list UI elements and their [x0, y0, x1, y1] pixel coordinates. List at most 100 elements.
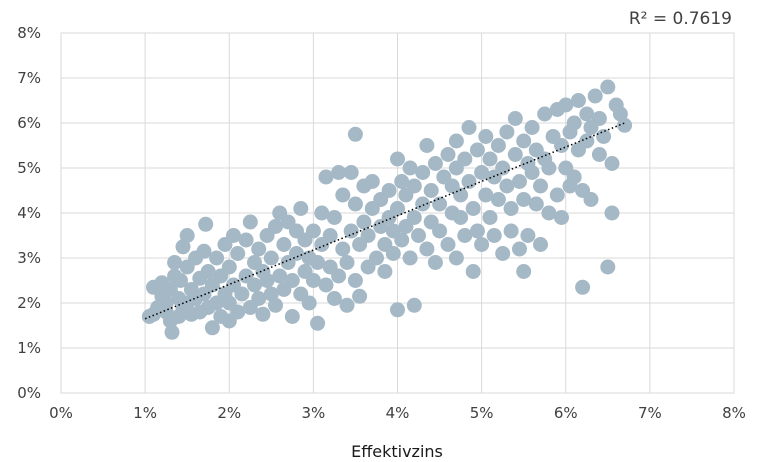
data-point: [419, 241, 435, 257]
data-point: [318, 169, 334, 185]
data-point: [512, 241, 527, 257]
data-point: [175, 239, 191, 255]
data-point: [377, 264, 393, 279]
data-point: [402, 160, 418, 176]
data-point: [347, 273, 363, 288]
data-point: [221, 259, 237, 275]
data-point: [541, 205, 557, 221]
data-point: [200, 264, 216, 279]
data-point: [251, 291, 267, 306]
y-tick-label: 5%: [17, 159, 41, 177]
data-point: [331, 268, 347, 284]
data-point: [457, 151, 473, 167]
data-point: [390, 151, 405, 167]
data-point: [566, 169, 582, 185]
data-point: [587, 88, 603, 104]
data-point: [289, 246, 304, 261]
data-point: [390, 201, 405, 216]
data-point: [268, 297, 283, 313]
data-point: [579, 106, 595, 122]
data-point: [461, 120, 477, 135]
data-point: [343, 165, 359, 180]
data-point: [604, 205, 620, 221]
data-point: [415, 196, 431, 212]
data-point: [516, 133, 532, 149]
x-tick-label: 2%: [217, 404, 241, 422]
x-tick-label: 8%: [722, 404, 746, 422]
x-tick-label: 6%: [554, 404, 578, 422]
data-point: [352, 288, 368, 304]
data-point: [427, 255, 443, 270]
data-point: [196, 243, 212, 259]
x-tick-label: 4%: [386, 404, 410, 422]
data-point: [339, 297, 355, 313]
data-point: [293, 201, 309, 216]
data-point: [394, 174, 410, 189]
data-point: [495, 246, 511, 261]
data-point: [238, 232, 254, 248]
data-point: [490, 138, 506, 153]
x-tick-label: 5%: [470, 404, 494, 422]
data-point: [230, 304, 246, 320]
data-point: [284, 309, 300, 324]
data-point: [617, 117, 633, 133]
data-point: [209, 250, 225, 266]
data-point: [360, 228, 376, 243]
data-point: [549, 187, 565, 203]
data-point: [507, 111, 523, 126]
y-tick-label: 6%: [17, 114, 41, 132]
data-point: [335, 241, 351, 257]
data-point: [331, 165, 347, 180]
x-tick-label: 1%: [133, 404, 157, 422]
data-point: [167, 255, 183, 270]
data-points: [141, 79, 633, 340]
data-point: [247, 277, 262, 293]
data-point: [537, 106, 553, 122]
data-point: [516, 192, 532, 207]
y-tick-label: 1%: [17, 339, 41, 357]
data-point: [310, 315, 326, 331]
data-point: [591, 147, 607, 162]
data-point: [406, 297, 422, 313]
data-point: [558, 97, 574, 113]
data-point: [339, 255, 355, 270]
data-point: [503, 223, 519, 239]
data-point: [512, 174, 527, 189]
data-point: [347, 196, 363, 212]
data-point: [520, 228, 536, 243]
x-tick-label: 7%: [638, 404, 662, 422]
data-point: [482, 151, 498, 167]
data-point: [347, 126, 363, 142]
data-point: [263, 250, 279, 266]
data-point: [579, 133, 595, 149]
data-point: [415, 165, 431, 180]
data-point: [173, 273, 188, 288]
data-point: [524, 120, 540, 135]
data-point: [591, 111, 607, 126]
y-tick-label: 8%: [17, 24, 41, 42]
data-point: [242, 214, 258, 230]
data-point: [596, 129, 612, 144]
data-point: [453, 210, 469, 225]
data-point: [474, 165, 490, 180]
data-point: [381, 183, 397, 198]
data-point: [310, 255, 326, 270]
data-point: [554, 138, 569, 153]
data-point: [234, 286, 250, 302]
data-point: [255, 306, 271, 322]
y-tick-label: 7%: [17, 69, 41, 87]
data-point: [226, 228, 241, 243]
data-point: [406, 210, 422, 225]
data-point: [507, 147, 523, 162]
data-point: [301, 295, 317, 311]
data-point: [390, 302, 405, 318]
data-point: [284, 273, 300, 288]
data-point: [478, 129, 494, 144]
x-tick-labels: 0% 1% 2% 3% 4% 5% 6% 7% 8%: [49, 404, 746, 422]
data-point: [440, 237, 456, 252]
data-point: [251, 241, 267, 257]
data-point: [554, 210, 569, 225]
data-point: [461, 174, 477, 189]
data-point: [469, 142, 485, 158]
data-point: [276, 237, 292, 252]
